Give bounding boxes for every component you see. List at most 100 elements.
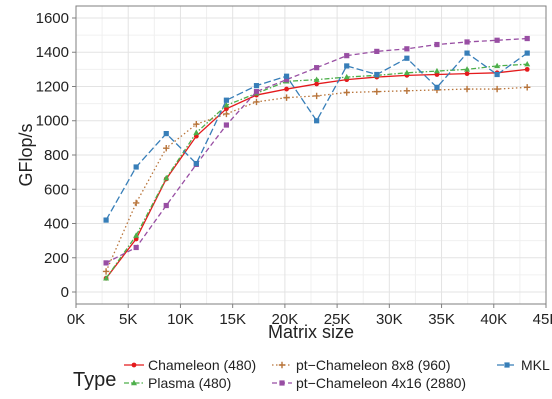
series-line: [105, 52, 528, 221]
data-point: [253, 83, 260, 89]
y-tick-label: 800: [44, 147, 69, 164]
data-point: [163, 202, 169, 209]
y-tick-label: 600: [44, 181, 69, 198]
legend: Type Chameleon (480) Plasma (480) pt−Chame…: [73, 357, 550, 391]
y-tick-label: 1400: [36, 44, 69, 61]
data-point: [253, 89, 260, 95]
data-point: [223, 102, 230, 108]
data-point: [434, 72, 440, 77]
data-point: [404, 46, 410, 52]
y-tick-label: 1000: [36, 113, 69, 130]
data-point: [283, 77, 290, 83]
series-4: [103, 50, 530, 223]
x-tick-label: 5K: [119, 311, 137, 328]
data-point: [193, 120, 200, 128]
data-point: [463, 85, 471, 93]
y-tick-label: 1600: [36, 10, 69, 27]
legend-entry: MKL: [497, 357, 550, 373]
legend-key-marker: [131, 362, 137, 368]
data-point: [434, 84, 440, 90]
legend-title: Type: [73, 369, 116, 391]
data-point: [374, 71, 380, 78]
legend-label: pt−Chameleon 4x16 (2880): [296, 375, 466, 391]
data-point: [193, 160, 199, 167]
x-tick-label: 25K: [324, 311, 351, 328]
data-point: [494, 71, 500, 78]
legend-entry: pt−Chameleon 8x8 (960): [272, 357, 451, 373]
data-point: [524, 61, 531, 67]
data-point: [314, 81, 320, 87]
data-point: [102, 268, 110, 275]
x-tick-label: 20K: [272, 311, 299, 328]
x-tick-label: 35K: [428, 311, 455, 328]
data-point: [524, 50, 530, 56]
x-tick-label: 40K: [480, 311, 507, 328]
data-point: [464, 39, 470, 45]
data-point: [313, 76, 320, 82]
data-point: [464, 71, 470, 77]
data-point: [253, 98, 260, 106]
data-point: [133, 232, 140, 238]
series: [102, 35, 531, 281]
series-3: [103, 35, 530, 266]
data-point: [344, 53, 350, 59]
data-point: [283, 73, 290, 79]
data-point: [103, 217, 109, 223]
data-point: [132, 199, 140, 207]
legend-label: Chameleon (480): [148, 357, 256, 373]
data-point: [493, 85, 501, 93]
legend-label: MKL: [521, 357, 550, 373]
x-tick-label: 30K: [376, 311, 403, 328]
x-axis-label: Matrix size: [268, 322, 354, 342]
legend-entry: pt−Chameleon 4x16 (2880): [272, 375, 466, 391]
legend-key-marker: [504, 362, 510, 368]
data-point: [163, 144, 170, 152]
data-point: [374, 48, 380, 54]
data-point: [163, 130, 169, 137]
data-point: [284, 86, 289, 92]
data-point: [224, 106, 229, 112]
axes: 0K 5K 10K 15K 20K 25K 30K 35K 40K 45K 0 200 400 600 80…: [36, 10, 552, 328]
data-point: [464, 66, 471, 72]
data-point: [133, 244, 139, 251]
data-point: [344, 63, 350, 69]
y-axis-label: GFlop/s: [16, 123, 36, 186]
data-point: [404, 55, 410, 61]
legend-label: pt−Chameleon 8x8 (960): [296, 357, 451, 373]
data-point: [524, 84, 531, 91]
legend-entry: Plasma (480): [124, 375, 231, 391]
y-tick-label: 400: [44, 216, 69, 233]
data-point: [283, 94, 290, 101]
data-point: [494, 62, 501, 69]
data-point: [163, 174, 170, 181]
series-2: [102, 84, 531, 275]
data-point: [403, 87, 411, 94]
data-point: [103, 260, 109, 266]
x-tick-label: 0K: [67, 311, 85, 328]
data-point: [314, 65, 320, 71]
data-point: [494, 37, 500, 43]
data-point: [403, 69, 410, 75]
y-tick-label: 1200: [36, 78, 69, 95]
legend-entry: Chameleon (480): [124, 357, 256, 373]
data-point: [223, 110, 230, 118]
legend-key-marker: [278, 361, 286, 369]
data-point: [343, 73, 350, 80]
data-point: [133, 164, 139, 170]
legend-key-marker: [131, 379, 137, 386]
data-point: [524, 35, 530, 42]
x-tick-label: 10K: [167, 311, 194, 328]
x-tick-label: 45K: [533, 311, 552, 328]
y-tick-label: 0: [61, 284, 69, 301]
data-point: [373, 88, 380, 95]
y-tick-label: 200: [44, 250, 69, 267]
data-point: [223, 97, 229, 103]
data-point: [193, 129, 200, 135]
legend-key-marker: [279, 380, 285, 386]
data-point: [313, 92, 320, 100]
data-point: [524, 66, 530, 72]
data-point: [103, 275, 110, 281]
data-point: [314, 118, 320, 124]
